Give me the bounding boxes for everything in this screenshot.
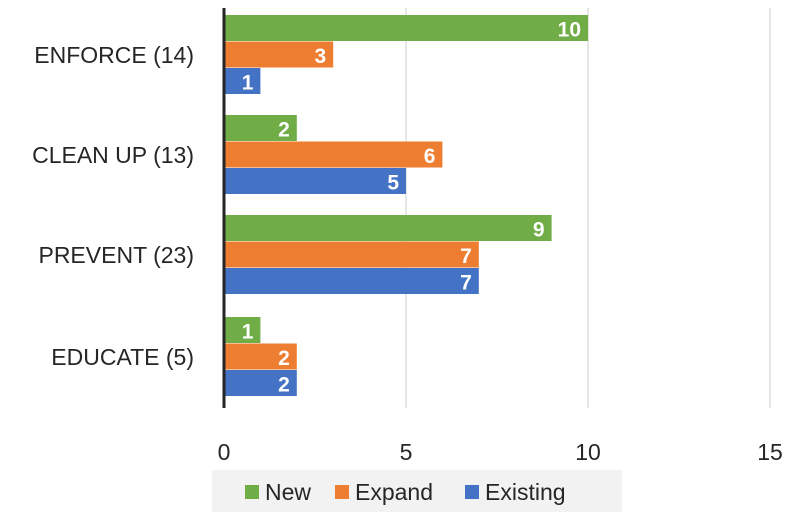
x-tick-label: 5: [400, 439, 413, 465]
data-label: 6: [424, 145, 436, 168]
data-label: 7: [460, 245, 472, 268]
legend-swatch-existing: [465, 485, 479, 499]
data-label: 7: [460, 271, 472, 294]
data-label: 2: [278, 373, 290, 396]
bar-existing: [224, 168, 406, 194]
data-label: 3: [315, 45, 327, 68]
x-tick-label: 0: [218, 439, 231, 465]
category-labels: ENFORCE (14) CLEAN UP (13) PREVENT (23) EDU…: [32, 42, 194, 370]
legend: New Expand Existing: [212, 470, 622, 512]
legend-swatch-expand: [335, 485, 349, 499]
category-label: EDUCATE (5): [51, 344, 194, 370]
bars: 10 3 1 2 6 5 9 7 7 1 2 2: [224, 15, 588, 396]
bar-expand: [224, 141, 443, 168]
data-label: 1: [242, 71, 254, 94]
data-label: 5: [387, 171, 399, 194]
data-label: 2: [278, 347, 290, 370]
legend-label-new: New: [265, 479, 311, 505]
legend-label-existing: Existing: [485, 479, 566, 505]
bar-new: [224, 215, 552, 241]
bar-existing: [224, 268, 479, 294]
legend-swatch-new: [245, 485, 259, 499]
bar-existing: [224, 370, 297, 396]
bar-existing: [224, 68, 261, 94]
data-label: 9: [533, 218, 545, 241]
category-label: CLEAN UP (13): [32, 142, 194, 168]
bar-new: [224, 115, 297, 141]
gridlines: [405, 8, 771, 408]
data-label: 10: [558, 18, 581, 41]
x-tick-label: 15: [757, 439, 783, 465]
legend-label-expand: Expand: [355, 479, 433, 505]
x-tick-label: 10: [575, 439, 601, 465]
x-tick-labels: 0 5 10 15: [218, 439, 783, 465]
category-label: PREVENT (23): [38, 242, 194, 268]
data-label: 2: [278, 118, 290, 141]
bar-new: [224, 317, 261, 343]
data-label: 1: [242, 320, 254, 343]
bar-expand: [224, 241, 479, 268]
legend-background: [212, 470, 622, 512]
bar-expand: [224, 41, 334, 68]
bar-new: [224, 15, 588, 41]
category-label: ENFORCE (14): [34, 42, 194, 68]
bar-expand: [224, 343, 297, 370]
